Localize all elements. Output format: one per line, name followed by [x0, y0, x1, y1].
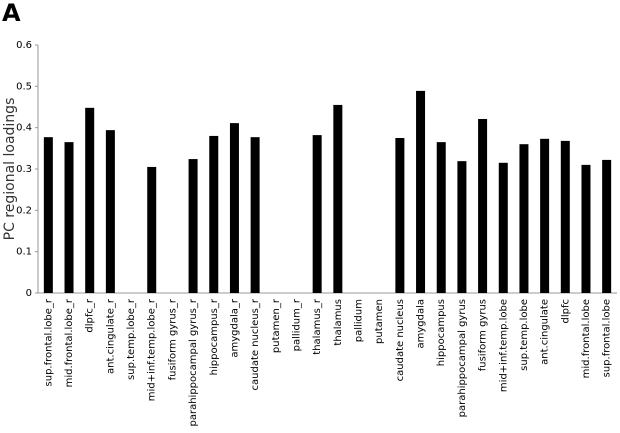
- x-tick-label: ant.cingulate_r: [105, 298, 116, 374]
- bar: [457, 161, 467, 293]
- x-tick-label: amygdala: [416, 299, 427, 349]
- x-tick-label: hippocampus_r: [209, 298, 220, 375]
- x-tick-label: mid.frontal.lobe: [581, 299, 592, 378]
- x-tick-label: dlpfc_r: [85, 298, 96, 332]
- y-tick-label: 0.1: [16, 247, 32, 258]
- bar: [436, 142, 446, 293]
- x-tick-label: pallidum: [354, 299, 365, 342]
- bar: [478, 118, 488, 293]
- bar: [147, 166, 157, 293]
- y-tick-label: 0.3: [16, 164, 32, 175]
- x-tick-label: mid+inf.temp.lobe: [498, 299, 509, 392]
- bar: [498, 162, 508, 293]
- x-tick-label: pallidum_r: [291, 298, 302, 351]
- x-tick-label: thalamus: [333, 299, 344, 346]
- bar: [43, 137, 53, 293]
- x-tick-label: mid+inf.temp.lobe_r: [147, 298, 158, 401]
- bar: [312, 135, 322, 293]
- bar: [416, 90, 426, 293]
- y-tick-label: 0.4: [16, 123, 32, 134]
- x-tick-label: sup.frontal.lobe_r: [43, 298, 54, 386]
- x-tick-label: sup.temp.lobe_r: [126, 298, 137, 380]
- bar: [64, 142, 74, 293]
- x-tick-label: dlpfc: [560, 299, 571, 324]
- x-tick-label: ant.cingulate: [540, 299, 551, 365]
- x-tick-label: parahippocampal gyrus: [457, 299, 468, 417]
- bar: [250, 137, 260, 293]
- x-tick-label: hippocampus: [436, 299, 447, 366]
- y-axis-label: PC regional loadings: [2, 98, 18, 241]
- bar: [209, 135, 219, 293]
- bar: [581, 164, 591, 293]
- bar: [333, 104, 343, 293]
- x-tick-label: putamen: [374, 299, 385, 344]
- x-tick-label: fusiform gyrus_r: [167, 298, 178, 380]
- x-tick-label: caudate nucleus: [395, 299, 406, 381]
- bar: [540, 138, 550, 293]
- panel-label: A: [2, 0, 21, 27]
- bar: [229, 123, 239, 294]
- bar: [188, 159, 198, 293]
- x-tick-label: amygdala_r: [229, 298, 240, 358]
- x-tick-label: putamen_r: [271, 298, 282, 353]
- bar: [602, 159, 612, 293]
- y-tick-label: 0.5: [16, 81, 32, 92]
- bar: [85, 107, 95, 294]
- x-tick-label: sup.temp.lobe: [519, 299, 530, 371]
- x-tick-label: thalamus_r: [312, 298, 323, 355]
- x-tick-label: parahippocampal gyrus_r: [188, 298, 199, 426]
- x-tick-label: mid.frontal.lobe_r: [64, 298, 75, 387]
- y-tick-label: 0: [26, 288, 32, 299]
- bar: [105, 130, 115, 293]
- y-tick-label: 0.6: [16, 40, 32, 51]
- x-tick-label: fusiform gyrus: [478, 299, 489, 371]
- y-tick-label: 0.2: [16, 205, 32, 216]
- bar: [519, 144, 529, 293]
- bar: [560, 140, 570, 293]
- bar: [395, 138, 405, 293]
- x-tick-label: caudate nucleus_r: [250, 298, 261, 390]
- x-tick-label: sup.frontal.lobe: [602, 299, 613, 377]
